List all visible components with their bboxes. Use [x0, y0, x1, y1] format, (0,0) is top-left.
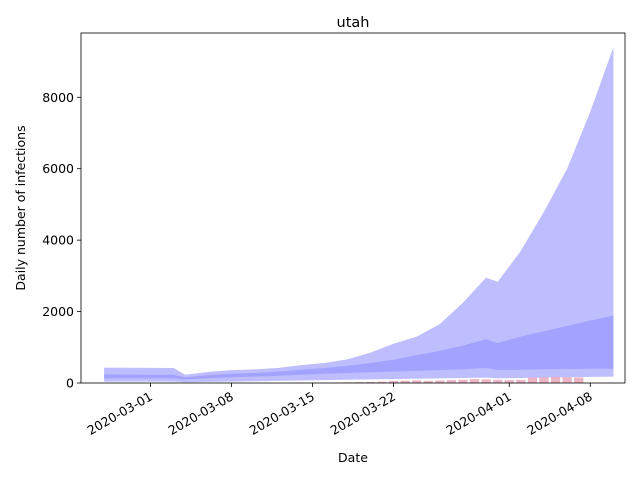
observed-bar [516, 380, 526, 383]
observed-bars [226, 376, 584, 383]
x-tick-label: 2020-04-01 [443, 389, 513, 438]
y-axis: 0 2000 4000 6000 8000 [42, 90, 81, 391]
observed-bar [435, 380, 445, 383]
observed-bar [365, 381, 375, 383]
observed-bar [527, 377, 538, 383]
observed-bar [481, 379, 491, 383]
x-tick-label: 2020-03-15 [247, 389, 317, 438]
observed-bar [562, 377, 572, 383]
y-tick-label: 6000 [42, 161, 74, 176]
observed-bar [354, 382, 364, 383]
x-axis: 2020-03-01 2020-03-08 2020-03-15 2020-03-22… [85, 383, 595, 438]
observed-bar [412, 380, 422, 383]
observed-bar [469, 379, 480, 383]
y-tick-label: 4000 [42, 233, 74, 248]
observed-bar [377, 381, 387, 383]
plot-frame [80, 32, 626, 384]
outer-band-area [104, 47, 614, 383]
observed-bar [574, 377, 584, 383]
observed-bar [388, 381, 399, 383]
observed-bar [446, 380, 457, 383]
x-tick-label: 2020-03-22 [328, 389, 398, 438]
x-axis-label: Date [338, 450, 368, 465]
observed-bar [458, 379, 468, 383]
observed-bar [550, 376, 561, 383]
observed-bar [504, 380, 514, 383]
observed-bar [539, 377, 549, 383]
x-tick-label: 2020-03-08 [166, 389, 236, 438]
chart-title: utah [337, 15, 370, 31]
x-tick-label: 2020-04-08 [524, 389, 594, 438]
y-tick-label: 8000 [42, 90, 74, 105]
y-tick-label: 2000 [42, 304, 74, 319]
inner-band-area [104, 315, 614, 380]
observed-bar [423, 380, 433, 383]
x-tick-label: 2020-03-01 [85, 389, 155, 438]
y-tick-label: 0 [66, 376, 74, 391]
observed-bar [400, 380, 410, 383]
observed-bar [493, 379, 503, 383]
y-axis-label: Daily number of infections [13, 125, 28, 290]
plot-area [104, 47, 614, 383]
